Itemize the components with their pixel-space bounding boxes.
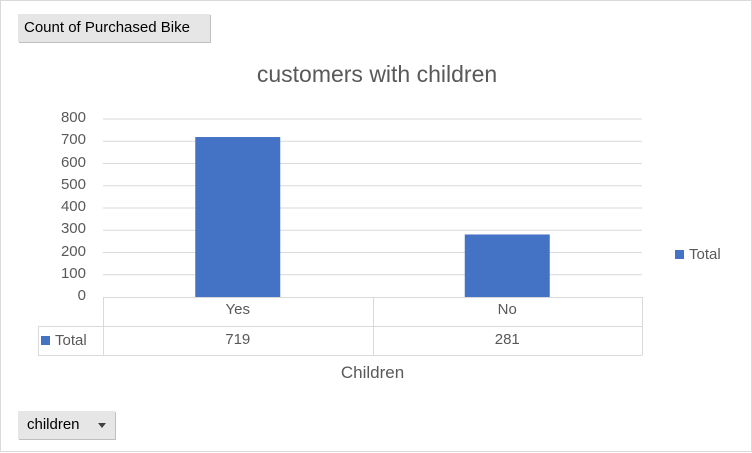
category-label: Yes (225, 301, 250, 318)
legend-entry-label: Total (689, 246, 721, 263)
y-tick-label: 700 (60, 131, 86, 149)
y-tick-label: 200 (60, 242, 86, 260)
y-tick-label: 100 (60, 264, 86, 282)
data-table-legend-key (41, 335, 50, 345)
bar-no[interactable] (464, 234, 550, 297)
x-axis-title: Children (340, 363, 405, 382)
legend-key (675, 249, 684, 259)
chart-title: customers with children (256, 61, 498, 87)
y-tick-label: 0 (77, 287, 86, 304)
y-tick-label: 800 (60, 109, 86, 126)
data-table-series-label: Total (41, 331, 87, 351)
y-tick-label: 600 (60, 153, 86, 171)
axis-field-label: children (27, 416, 80, 433)
data-table-value: 719 (225, 331, 251, 348)
axis-field-button[interactable]: children (18, 411, 115, 439)
y-tick-label: 300 (60, 220, 86, 238)
category-label: No (497, 301, 517, 318)
y-tick-label: 400 (60, 198, 86, 215)
legend[interactable]: Total (675, 245, 721, 265)
y-tick-label: 500 (60, 175, 86, 193)
chevron-down-icon[interactable] (98, 423, 106, 428)
bar-yes[interactable] (195, 137, 281, 297)
value-field-button[interactable]: Count of Purchased Bike (18, 14, 210, 42)
data-table-series-name: Total (55, 332, 87, 349)
data-table-value: 281 (494, 331, 520, 348)
